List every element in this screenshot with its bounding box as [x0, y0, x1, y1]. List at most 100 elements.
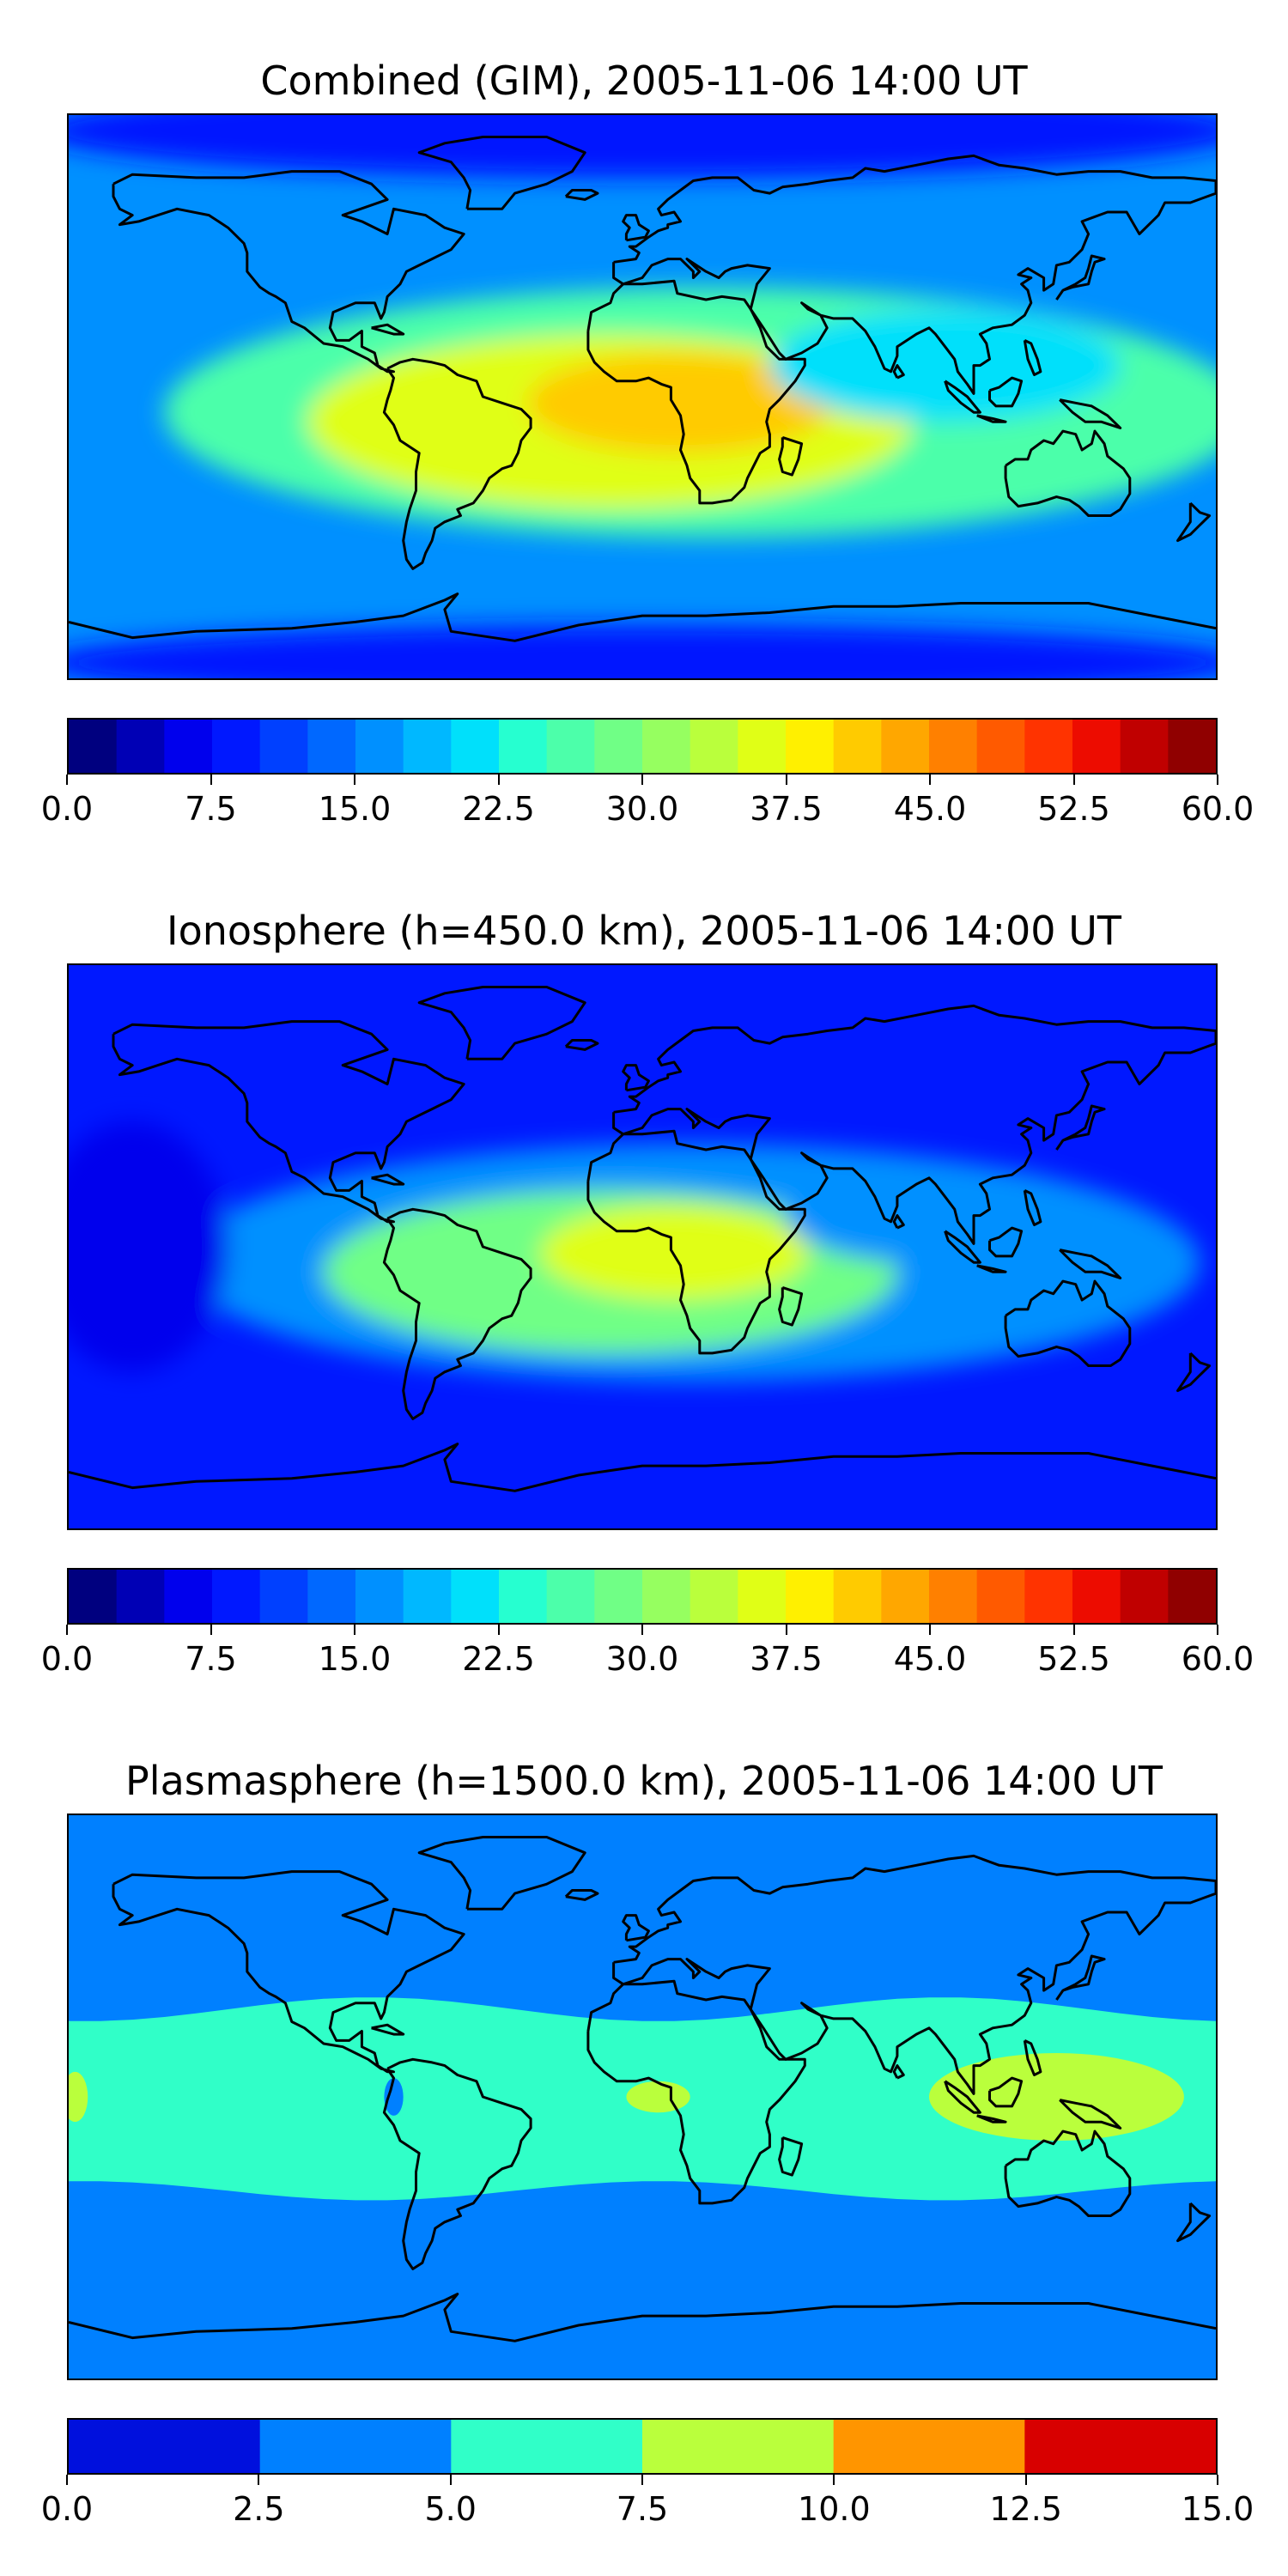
- colorbar-swatch: [976, 720, 1025, 773]
- heatmap-combined: [69, 115, 1216, 678]
- colorbar-swatch: [164, 720, 213, 773]
- chart-title: Ionosphere (h=450.0 km), 2005-11-06 14:0…: [167, 908, 1121, 954]
- coastline: [112, 1020, 465, 1224]
- heatmap-ionosphere: [69, 965, 1216, 1528]
- tick-label: 30.0: [605, 790, 679, 828]
- colorbar-swatch: [1072, 1570, 1121, 1623]
- tick-label: 30.0: [605, 1640, 679, 1678]
- colorbar-swatch: [642, 1570, 691, 1623]
- coastline: [69, 592, 1216, 642]
- coastline: [69, 1443, 1216, 1492]
- coastline: [612, 154, 1216, 395]
- coastline: [1176, 2202, 1212, 2243]
- coastline: [382, 357, 532, 570]
- coastline: [1055, 1104, 1106, 1151]
- colorbar-swatch: [451, 2420, 643, 2473]
- colorbar-swatch: [1168, 720, 1216, 773]
- south-pole-low: [69, 625, 1216, 678]
- coastline: [976, 414, 1007, 423]
- coastline: [1023, 2039, 1042, 2076]
- tick-mark: [210, 775, 212, 785]
- coastline: [1059, 2099, 1122, 2129]
- tick-mark: [497, 1625, 500, 1635]
- tick-mark: [210, 1625, 212, 1635]
- colorbar-swatches: [69, 1570, 1216, 1623]
- tick-mark: [1072, 1625, 1075, 1635]
- colorbar-swatch: [1024, 1570, 1073, 1623]
- coastline: [1023, 339, 1042, 376]
- colorbar-swatch: [355, 720, 404, 773]
- tick-label: 7.5: [185, 1640, 237, 1678]
- colorbar-swatch: [259, 720, 308, 773]
- colorbar-swatch: [1072, 720, 1121, 773]
- tick-label: 0.0: [40, 790, 94, 828]
- colorbar-swatches: [69, 720, 1216, 773]
- tick-mark: [66, 775, 68, 785]
- coastline: [1176, 501, 1212, 543]
- coastline: [778, 2136, 804, 2177]
- coastline: [778, 435, 804, 477]
- tick-mark: [929, 775, 931, 785]
- colorbar-swatch: [833, 1570, 882, 1623]
- tick-mark: [497, 775, 500, 785]
- coastline: [988, 1226, 1024, 1258]
- colorbar-swatch: [259, 2420, 452, 2473]
- tick-mark: [1217, 1625, 1218, 1635]
- coastline: [976, 2114, 1007, 2123]
- pacific-low: [69, 1121, 228, 1372]
- coastline: [988, 376, 1024, 408]
- tick-mark: [1217, 2475, 1218, 2485]
- tick-label: 60.0: [1181, 790, 1255, 828]
- coastline: [1059, 1249, 1122, 1279]
- tick-label: 52.5: [1037, 1640, 1110, 1678]
- tick-label: 0.0: [40, 2490, 94, 2528]
- tick-mark: [641, 2475, 643, 2485]
- tick-label: 52.5: [1037, 790, 1110, 828]
- tick-mark: [66, 2475, 68, 2485]
- tick-label: 37.5: [750, 1640, 823, 1678]
- tick-label: 37.5: [750, 790, 823, 828]
- pacific-dip: [384, 2078, 404, 2116]
- colorbar-swatch: [833, 720, 882, 773]
- coastlines: [69, 136, 1216, 642]
- colorbar-swatch: [499, 1570, 548, 1623]
- heatmap-plasmasphere: [69, 1815, 1216, 2379]
- colorbar-swatch: [881, 720, 930, 773]
- tick-label: 7.5: [616, 2490, 669, 2528]
- colorbar-swatch: [451, 1570, 500, 1623]
- colorbar-swatch: [738, 720, 787, 773]
- colorbar-swatch: [690, 720, 738, 773]
- colorbar-swatch: [69, 720, 118, 773]
- tick-mark: [1217, 775, 1218, 785]
- coastline: [417, 986, 586, 1060]
- colorbar-swatch: [976, 1570, 1025, 1623]
- coastline: [564, 1039, 599, 1051]
- coastlines: [69, 1836, 1216, 2342]
- tick-label: 15.0: [318, 1640, 392, 1678]
- contour-features: [69, 1121, 1200, 1382]
- colorbar-swatch: [786, 720, 835, 773]
- tick-mark: [785, 1625, 787, 1635]
- contour-features: [69, 115, 1216, 678]
- tick-label: 12.5: [989, 2490, 1062, 2528]
- chart-title: Combined (GIM), 2005-11-06 14:00 UT: [260, 58, 1028, 104]
- coastline: [69, 2293, 1216, 2342]
- tick-mark: [449, 2475, 452, 2485]
- colorbar-swatch: [929, 720, 978, 773]
- tick-mark: [1024, 2475, 1027, 2485]
- colorbar-ticks: 0.0 7.5 15.0 22.5 30.0 37.5 45.0 52.5 60.0: [41, 775, 1254, 828]
- coastline: [1059, 398, 1122, 429]
- colorbar-swatch: [546, 1570, 595, 1623]
- colorbar-swatch: [786, 1570, 835, 1623]
- colorbar-swatch: [403, 1570, 452, 1623]
- asia-arm: [786, 1165, 1105, 1266]
- colorbar-swatch: [69, 1570, 118, 1623]
- colorbar-swatch: [690, 1570, 738, 1623]
- colorbar-swatch: [307, 1570, 356, 1623]
- chart-title: Plasmasphere (h=1500.0 km), 2005-11-06 1…: [125, 1758, 1163, 1804]
- colorbar-swatch: [738, 1570, 787, 1623]
- colorbar-swatch: [881, 1570, 930, 1623]
- colorbar-swatch: [116, 1570, 165, 1623]
- coastline: [778, 1285, 804, 1327]
- coastline: [944, 2080, 981, 2114]
